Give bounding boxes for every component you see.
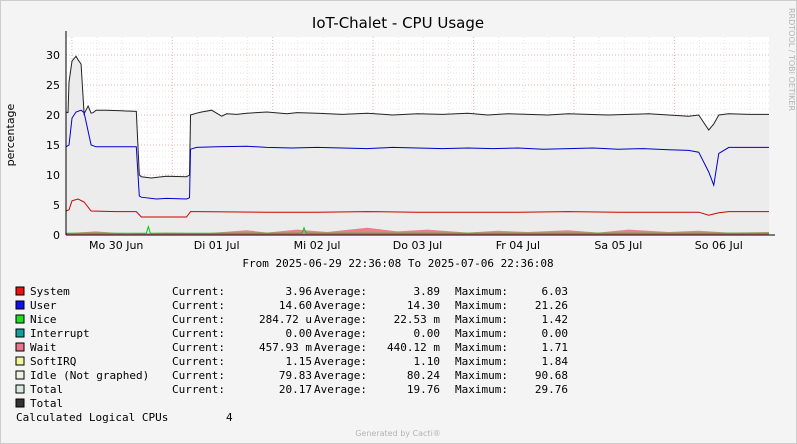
legend-average-label: Average: xyxy=(314,341,367,354)
legend-current-value: 20.17 xyxy=(279,383,312,396)
x-tick-label: So 06 Jul xyxy=(695,239,743,252)
calc-cpus-value: 4 xyxy=(226,411,233,424)
legend-swatch xyxy=(15,314,25,324)
series-system-line xyxy=(65,198,769,218)
legend-swatch xyxy=(15,286,25,296)
legend-current-value: 3.96 xyxy=(286,285,313,298)
legend-maximum-value: 6.03 xyxy=(542,285,569,298)
rrdtool-side-text: RRDTOOL / TOBI OETIKER xyxy=(787,8,796,111)
legend-series-name: Wait xyxy=(30,341,57,354)
series-nice-line xyxy=(66,224,769,234)
y-tick-label: 5 xyxy=(53,199,60,212)
legend-maximum-value: 90.68 xyxy=(535,369,568,382)
legend-series-name: User xyxy=(30,299,57,312)
legend-current-value: 0.00 xyxy=(286,327,313,340)
legend-current-label: Current: xyxy=(172,383,225,396)
legend-average-value: 14.30 xyxy=(407,299,440,312)
legend-series-name: Idle (Not graphed) xyxy=(30,369,149,382)
legend-current-value: 79.83 xyxy=(279,369,312,382)
legend-swatch xyxy=(15,300,25,310)
series-total-area xyxy=(66,56,769,236)
legend-current-value: 1.15 xyxy=(286,355,313,368)
legend-series-name: Interrupt xyxy=(30,327,90,340)
legend-current-label: Current: xyxy=(172,341,225,354)
y-axis-label: percentage xyxy=(4,103,17,166)
x-tick-label: Mo 30 Jun xyxy=(89,239,143,252)
series-marks xyxy=(65,31,775,236)
legend-maximum-label: Maximum: xyxy=(455,313,508,326)
legend-maximum-label: Maximum: xyxy=(455,285,508,298)
legend-current-label: Current: xyxy=(172,299,225,312)
x-tick-label: Mi 02 Jul xyxy=(294,239,341,252)
legend-average-value: 22.53 m xyxy=(394,313,441,326)
y-tick-label: 30 xyxy=(46,49,60,62)
series-user-line xyxy=(65,109,769,200)
legend-series-name: SoftIRQ xyxy=(30,355,76,368)
legend-series-name: Total xyxy=(30,383,63,396)
legend-average-label: Average: xyxy=(314,383,367,396)
x-tick-label: Do 03 Jul xyxy=(393,239,442,252)
y-tick-label: 20 xyxy=(46,109,60,122)
legend-current-value: 284.72 u xyxy=(259,313,312,326)
legend-swatch xyxy=(15,384,25,394)
x-axis-ticks: Mo 30 Jun Di 01 Jul Mi 02 Jul Do 03 Jul Fr 0… xyxy=(89,239,743,252)
legend-average-value: 1.10 xyxy=(414,355,441,368)
legend-average-label: Average: xyxy=(314,299,367,312)
legend-average-value: 80.24 xyxy=(407,369,440,382)
legend: System Current: 3.96 Average: 3.89 Maximum: 6.… xyxy=(15,285,569,410)
legend-average-label: Average: xyxy=(314,285,367,298)
x-tick-label: Sa 05 Jul xyxy=(594,239,642,252)
legend-maximum-value: 29.76 xyxy=(535,383,568,396)
legend-current-label: Current: xyxy=(172,369,225,382)
legend-swatch xyxy=(15,342,25,352)
legend-average-label: Average: xyxy=(314,327,367,340)
legend-average-value: 440.12 m xyxy=(387,341,440,354)
x-tick-label: Di 01 Jul xyxy=(194,239,240,252)
legend-maximum-value: 0.00 xyxy=(542,327,569,340)
legend-average-label: Average: xyxy=(314,369,367,382)
y-tick-label: 15 xyxy=(46,139,60,152)
legend-series-name: Total xyxy=(30,397,63,410)
legend-maximum-label: Maximum: xyxy=(455,341,508,354)
chart-title: IoT-Chalet - CPU Usage xyxy=(312,14,484,32)
legend-swatch xyxy=(15,356,25,366)
x-tick-label: Fr 04 Jul xyxy=(496,239,540,252)
legend-maximum-value: 1.71 xyxy=(542,341,569,354)
legend-average-label: Average: xyxy=(314,313,367,326)
y-tick-label: 25 xyxy=(46,79,60,92)
from-to-range: From 2025-06-29 22:36:08 To 2025-07-06 2… xyxy=(242,257,553,270)
y-axis-ticks: 0 5 10 15 20 25 30 xyxy=(46,49,60,242)
legend-current-value: 14.60 xyxy=(279,299,312,312)
legend-average-value: 19.76 xyxy=(407,383,440,396)
calc-cpus-label: Calculated Logical CPUs xyxy=(16,411,168,424)
legend-current-label: Current: xyxy=(172,285,225,298)
legend-current-label: Current: xyxy=(172,327,225,340)
legend-maximum-label: Maximum: xyxy=(455,355,508,368)
footer-generated-by: Generated by Cacti® xyxy=(355,429,441,438)
legend-maximum-label: Maximum: xyxy=(455,327,508,340)
legend-average-value: 3.89 xyxy=(414,285,441,298)
legend-maximum-value: 21.26 xyxy=(535,299,568,312)
legend-series-name: Nice xyxy=(30,313,57,326)
legend-swatch xyxy=(15,398,25,408)
legend-series-name: System xyxy=(30,285,70,298)
y-tick-label: 0 xyxy=(53,229,60,242)
y-tick-label: 10 xyxy=(46,169,60,182)
legend-maximum-label: Maximum: xyxy=(455,299,508,312)
legend-average-label: Average: xyxy=(314,355,367,368)
series-total-line xyxy=(65,55,769,179)
legend-swatch xyxy=(15,370,25,380)
legend-maximum-label: Maximum: xyxy=(455,369,508,382)
legend-current-label: Current: xyxy=(172,313,225,326)
legend-maximum-value: 1.42 xyxy=(542,313,569,326)
legend-maximum-value: 1.84 xyxy=(542,355,569,368)
legend-maximum-label: Maximum: xyxy=(455,383,508,396)
legend-average-value: 0.00 xyxy=(414,327,441,340)
legend-current-value: 457.93 m xyxy=(259,341,312,354)
legend-swatch xyxy=(15,328,25,338)
legend-current-label: Current: xyxy=(172,355,225,368)
